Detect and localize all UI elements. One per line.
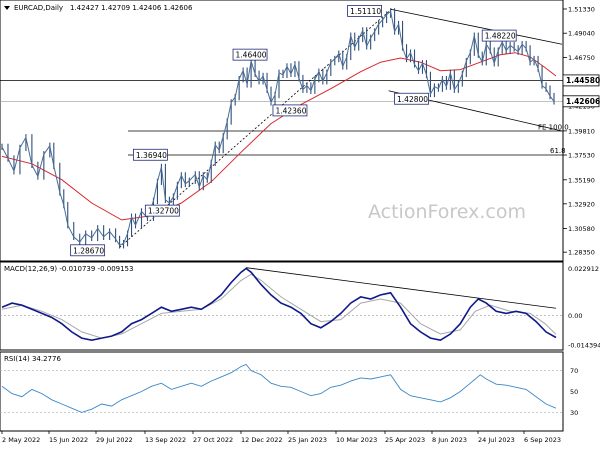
annotation-label: 1.32700	[148, 207, 179, 216]
annotation-label: 1.48220	[485, 32, 516, 41]
x-tick-label: 12 Dec 2022	[241, 436, 283, 444]
channel-upper-line	[390, 8, 563, 45]
rsi-y-tick-label: 70	[570, 367, 578, 375]
price-y-axis: 1.513301.490401.467501.445801.421501.398…	[562, 5, 600, 257]
price-level-tag	[562, 74, 600, 87]
price-level-tag-label: 1.42606	[566, 97, 600, 106]
macd-panel	[0, 261, 564, 351]
price-y-tick-label: 1.35190	[568, 176, 595, 184]
x-tick-label: 24 Jul 2023	[478, 436, 515, 444]
macd-line	[1, 267, 557, 342]
x-tick-label: 29 Jul 2022	[96, 436, 133, 444]
price-y-tick-label: 1.46750	[568, 54, 595, 62]
macd-y-axis: 0.022912 0.00 -0.014394	[568, 265, 600, 350]
annotation-label: 1.36940	[136, 151, 167, 160]
x-tick-label: 2 May 2022	[2, 436, 40, 444]
price-panel	[0, 0, 564, 262]
price-title: EURCAD,Daily	[14, 4, 63, 12]
macd-lines	[0, 267, 563, 342]
x-tick-label: 13 Sep 2022	[145, 436, 186, 444]
rsi-panel	[0, 351, 564, 432]
annotation-label: 1.42360	[275, 106, 306, 115]
macd-y-tick-label: 0.022912	[568, 265, 599, 273]
annotation-label: 1.46400	[236, 51, 267, 60]
rsi-lines	[0, 363, 563, 413]
rsi-y-tick-label: 50	[570, 388, 578, 396]
x-tick-label: 10 Mar 2023	[336, 436, 377, 444]
annotation-box	[481, 29, 517, 42]
annotation-box	[347, 5, 382, 17]
annotation-box	[232, 48, 268, 61]
macd-y-tick-label: -0.014394	[568, 342, 600, 350]
annotation-label: 1.42800	[397, 95, 428, 104]
price-y-tick-label: 1.51330	[568, 5, 595, 13]
x-tick-label: 25 Jan 2023	[288, 436, 327, 444]
ohlc-readout: 1.42427 1.42709 1.42406 1.42606	[70, 4, 193, 12]
annotation-label: 1.28670	[73, 246, 104, 255]
moving-average-line	[1, 52, 557, 221]
annotation-label: 1.51110	[350, 7, 381, 16]
macd-title: MACD(12,26,9) -0.010739 -0.009153	[4, 265, 133, 273]
price-y-tick-label: 1.49040	[568, 30, 595, 38]
rsi-title: RSI(14) 34.2776	[4, 355, 61, 363]
fib-level-label: 61.8	[550, 147, 566, 155]
x-tick-label: 6 Sep 2023	[524, 436, 561, 444]
fe-level-label: FE 100.0	[538, 124, 569, 132]
price-y-tick-label: 1.28350	[568, 249, 595, 257]
annotation-box	[394, 92, 429, 105]
price-levels: FE 100.0 61.8	[0, 80, 569, 156]
x-tick-label: 8 Jun 2023	[432, 436, 467, 444]
price-level-tag-label: 1.44580	[566, 76, 600, 85]
annotation-box	[272, 104, 308, 117]
x-tick-label: 15 Jun 2022	[49, 436, 88, 444]
annotation-box	[132, 148, 168, 161]
price-annotations: 1.51110 1.48220 1.46400 1.42360 1.42800 1.369…	[70, 5, 517, 257]
x-tick-label: 25 Apr 2023	[385, 436, 425, 444]
price-line	[1, 10, 555, 246]
rsi-y-axis: 70 50 30	[570, 367, 578, 417]
watermark: ActionForex.com	[368, 201, 526, 223]
price-y-tick-label: 1.39810	[568, 127, 595, 135]
annotation-box	[144, 204, 180, 217]
collapse-triangle-icon[interactable]	[4, 6, 10, 10]
price-y-tick-label: 1.32920	[568, 200, 595, 208]
macd-y-tick-label: 0.00	[568, 312, 582, 320]
annotation-box	[70, 244, 106, 257]
price-y-tick-label: 1.37530	[568, 152, 595, 160]
rsi-y-tick-label: 30	[570, 409, 578, 417]
rsi-line	[1, 363, 557, 413]
price-y-tick-label: 1.30580	[568, 225, 595, 233]
x-tick-label: 27 Oct 2022	[193, 436, 233, 444]
macd-trendline	[246, 267, 557, 309]
price-level-tag	[562, 95, 600, 108]
date-axis: 2 May 2022 15 Jun 2022 29 Jul 2022 13 Sep 2…	[1, 431, 561, 444]
